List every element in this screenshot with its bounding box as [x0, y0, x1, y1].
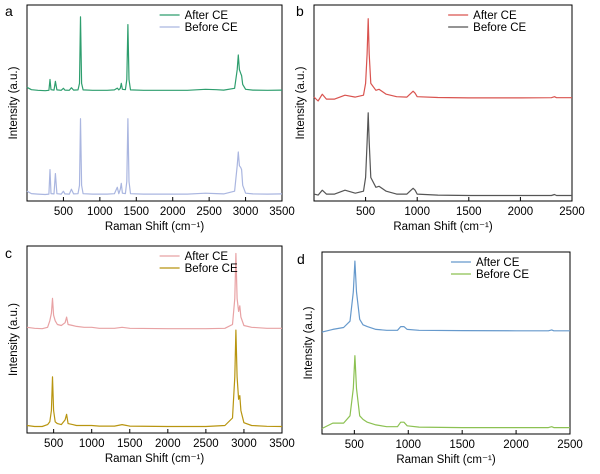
x-tick-label: 2000 — [503, 439, 529, 451]
x-tick-label: 2500 — [559, 206, 585, 218]
x-tick-label: 500 — [44, 438, 63, 450]
x-tick-label: 500 — [345, 439, 364, 451]
x-tick-label: 3500 — [269, 206, 295, 218]
panel-letter: d — [297, 251, 305, 267]
x-tick-label: 3500 — [269, 438, 295, 450]
x-tick-label: 2000 — [160, 206, 186, 218]
panel-letter: c — [5, 245, 12, 261]
plot-frame — [313, 4, 573, 202]
panel-b: b 500 1000 1500 2000 2500 Raman Shift (cm⁻¹) In… — [295, 3, 585, 233]
x-tick-label: 1500 — [449, 439, 475, 451]
x-tick-label: 500 — [54, 206, 73, 218]
legend-label: Before CE — [185, 22, 238, 34]
panel-d: d 500 1000 1500 2000 2500 Raman Shift (cm⁻¹) In… — [297, 251, 583, 466]
series-line-after-ce — [313, 18, 572, 102]
x-axis-label: Raman Shift (cm⁻¹) — [396, 454, 496, 466]
legend-label: After CE — [476, 257, 520, 269]
x-tick-label: 2000 — [508, 206, 534, 218]
panel-letter: a — [5, 3, 13, 19]
legend-label: Before CE — [476, 269, 529, 281]
legend-label: After CE — [185, 251, 229, 263]
series-line-after-ce — [321, 260, 570, 333]
legend-label: Before CE — [185, 263, 238, 275]
y-axis-label: Intensity (a.u.) — [303, 306, 315, 379]
x-tick-label: 1000 — [87, 206, 113, 218]
x-tick-label: 2500 — [196, 206, 222, 218]
x-tick-label: 1000 — [395, 439, 421, 451]
legend-label: Before CE — [473, 22, 526, 34]
panel-c: c 500 1000 1500 2000 2500 3000 3500 Raman Shift … — [5, 245, 295, 465]
y-axis-label: Intensity (a.u.) — [8, 66, 20, 139]
legend-label: After CE — [185, 10, 229, 22]
x-axis-label: Raman Shift (cm⁻¹) — [105, 453, 205, 465]
x-tick-label: 3000 — [233, 206, 259, 218]
panel-a: a 500 1000 1500 2000 2500 3000 3500 Raman Shift … — [5, 3, 295, 233]
plot-frame — [321, 251, 571, 435]
series-line-after-ce — [26, 252, 282, 330]
series-line-before-ce — [26, 118, 283, 196]
x-tick-label: 2000 — [155, 438, 181, 450]
x-tick-label: 1000 — [79, 438, 105, 450]
x-tick-label: 2500 — [557, 439, 583, 451]
legend-label: After CE — [473, 10, 517, 22]
y-axis-label: Intensity (a.u.) — [8, 303, 20, 376]
x-tick-label: 500 — [356, 206, 375, 218]
y-axis-label: Intensity (a.u.) — [295, 66, 307, 139]
series-line-before-ce — [313, 112, 572, 197]
series-line-before-ce — [321, 355, 570, 430]
x-tick-label: 1000 — [404, 206, 430, 218]
series-line-before-ce — [26, 329, 283, 428]
x-axis-label: Raman Shift (cm⁻¹) — [393, 221, 493, 233]
series-line-after-ce — [26, 16, 283, 92]
x-tick-label: 2500 — [193, 438, 219, 450]
plot-frame — [26, 245, 283, 434]
x-tick-label: 3000 — [231, 438, 257, 450]
x-tick-label: 1500 — [123, 206, 149, 218]
panel-letter: b — [296, 3, 304, 19]
x-tick-label: 1500 — [456, 206, 482, 218]
x-tick-label: 1500 — [117, 438, 143, 450]
x-axis-label: Raman Shift (cm⁻¹) — [105, 221, 205, 233]
plot-frame — [26, 4, 283, 202]
